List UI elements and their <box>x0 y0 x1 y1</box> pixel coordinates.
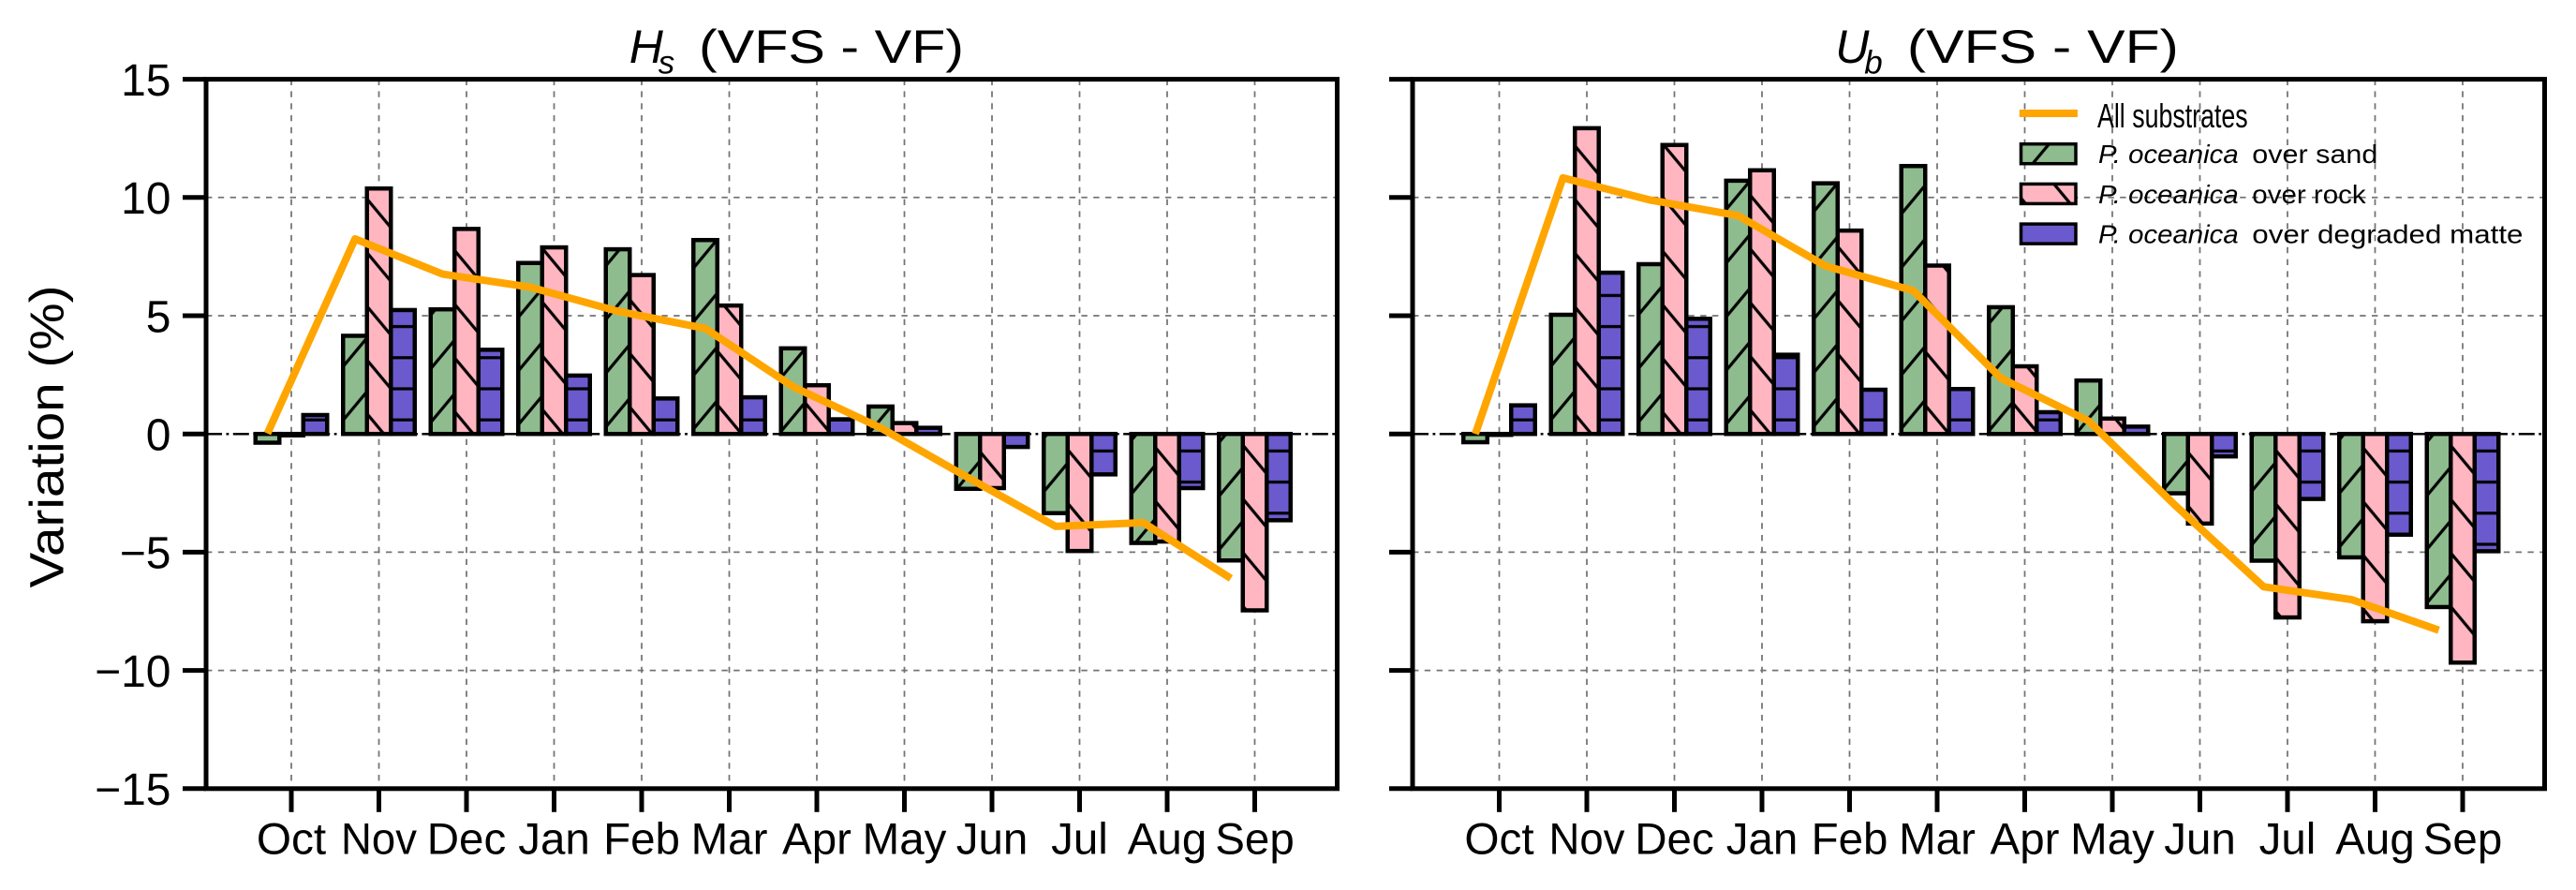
svg-text:H: H <box>629 21 664 73</box>
svg-text:Variation (%): Variation (%) <box>21 286 74 588</box>
svg-text:U: U <box>1835 21 1870 73</box>
svg-text:Sep: Sep <box>2423 814 2503 864</box>
svg-text:Feb: Feb <box>603 814 680 864</box>
svg-text:−10: −10 <box>95 647 170 697</box>
svg-text:Apr: Apr <box>782 814 851 864</box>
svg-text:0: 0 <box>146 411 171 461</box>
svg-text:(VFS - VF): (VFS - VF) <box>699 21 964 73</box>
svg-text:Feb: Feb <box>1812 814 1888 864</box>
svg-text:(VFS - VF): (VFS - VF) <box>1907 21 2179 73</box>
svg-text:Nov: Nov <box>341 814 417 864</box>
svg-text:over sand: over sand <box>2252 140 2377 169</box>
svg-text:s: s <box>659 45 675 82</box>
svg-text:Dec: Dec <box>1635 814 1713 864</box>
svg-text:Aug: Aug <box>1128 814 1207 864</box>
svg-text:5: 5 <box>146 292 171 342</box>
svg-text:Oct: Oct <box>1464 814 1533 864</box>
svg-text:10: 10 <box>121 174 170 224</box>
svg-text:Oct: Oct <box>257 814 326 864</box>
svg-text:Jul: Jul <box>2259 814 2317 864</box>
svg-text:Jul: Jul <box>1051 814 1108 864</box>
svg-text:Jun: Jun <box>2164 814 2236 864</box>
svg-text:Nov: Nov <box>1549 814 1625 864</box>
svg-text:Jun: Jun <box>956 814 1029 864</box>
svg-text:Jan: Jan <box>1726 814 1799 864</box>
svg-text:over degraded matte: over degraded matte <box>2252 219 2523 248</box>
svg-text:Mar: Mar <box>691 814 768 864</box>
svg-text:May: May <box>2070 814 2154 864</box>
svg-text:Aug: Aug <box>2335 814 2415 864</box>
svg-text:Dec: Dec <box>427 814 506 864</box>
svg-text:May: May <box>863 814 947 864</box>
svg-text:15: 15 <box>121 56 170 106</box>
svg-text:P. oceanica: P. oceanica <box>2098 140 2239 169</box>
svg-text:−5: −5 <box>120 529 171 579</box>
svg-text:P. oceanica: P. oceanica <box>2098 180 2239 209</box>
svg-text:−15: −15 <box>95 765 170 815</box>
svg-text:All substrates: All substrates <box>2097 96 2248 135</box>
svg-text:Sep: Sep <box>1215 814 1295 864</box>
svg-text:P. oceanica: P. oceanica <box>2098 219 2239 248</box>
svg-text:Jan: Jan <box>518 814 590 864</box>
svg-text:Mar: Mar <box>1899 814 1976 864</box>
svg-text:b: b <box>1864 45 1882 82</box>
svg-text:over rock: over rock <box>2252 180 2366 209</box>
svg-text:Apr: Apr <box>1991 814 2060 864</box>
